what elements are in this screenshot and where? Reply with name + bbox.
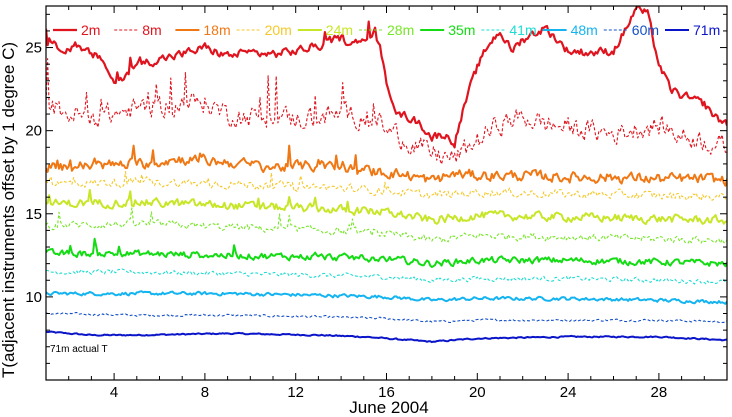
series-line-18m: [46, 144, 727, 187]
legend-label-48m: 48m: [571, 22, 598, 38]
legend-label-35m: 35m: [448, 22, 475, 38]
x-tick-label-4: 4: [110, 384, 118, 401]
x-axis-label: June 2004: [349, 398, 428, 417]
series-line-8m: [46, 58, 727, 165]
x-tick-label-20: 20: [469, 384, 486, 401]
series-line-28m: [46, 207, 727, 244]
legend-label-60m: 60m: [632, 22, 659, 38]
annotation-71m-actual-t: 71m actual T: [50, 344, 108, 355]
x-tick-label-24: 24: [560, 384, 577, 401]
y-axis-label: T(adjacent instruments offset by 1 degre…: [0, 42, 18, 378]
series-line-35m: [46, 237, 727, 268]
legend-label-41m: 41m: [509, 22, 536, 38]
legend: 2m 8m 18m 20m 24m 28m 35m 41m 48m 60m 71m: [53, 22, 720, 38]
legend-label-18m: 18m: [203, 22, 230, 38]
legend-label-71m: 71m: [693, 22, 720, 38]
legend-label-20m: 20m: [265, 22, 292, 38]
series-line-20m: [46, 171, 727, 202]
series-line-60m: [46, 311, 727, 324]
legend-label-24m: 24m: [326, 22, 353, 38]
series-line-41m: [46, 268, 727, 285]
y-tick-label-20: 20: [25, 123, 42, 140]
y-tick-label-10: 10: [25, 289, 42, 306]
x-tick-label-16: 16: [378, 384, 395, 401]
x-tick-label-28: 28: [651, 384, 668, 401]
axes-layer: 4 8 12 16 20 24 28 10 15 20 25: [25, 6, 728, 401]
series-line-2m: [46, 6, 727, 149]
series-layer: [46, 6, 727, 344]
x-tick-label-12: 12: [287, 384, 304, 401]
legend-label-8m: 8m: [142, 22, 161, 38]
series-line-48m: [46, 290, 727, 305]
y-tick-label-15: 15: [25, 206, 42, 223]
legend-label-2m: 2m: [81, 22, 100, 38]
series-line-24m: [46, 188, 727, 225]
legend-label-28m: 28m: [387, 22, 414, 38]
x-tick-label-8: 8: [201, 384, 209, 401]
series-line-71m: [46, 330, 727, 344]
y-tick-label-25: 25: [25, 40, 42, 57]
